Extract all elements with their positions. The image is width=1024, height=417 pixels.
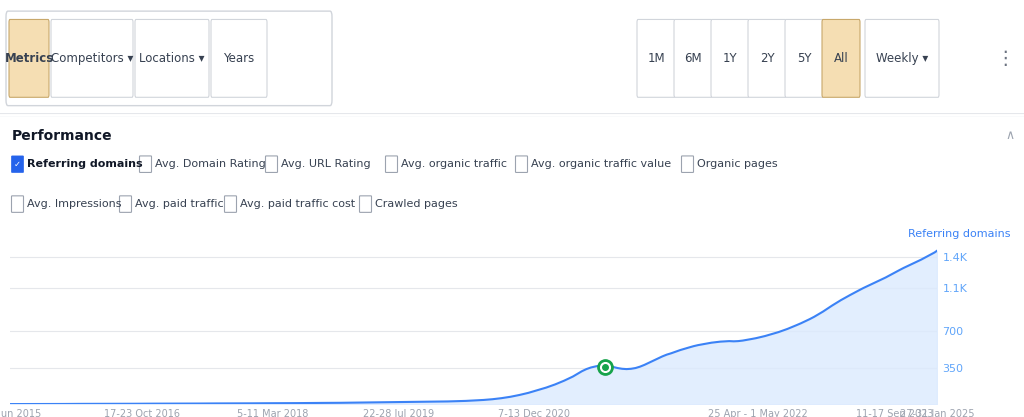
FancyBboxPatch shape: [211, 20, 267, 97]
FancyBboxPatch shape: [385, 156, 397, 173]
FancyBboxPatch shape: [359, 196, 372, 212]
Text: Avg. paid traffic cost: Avg. paid traffic cost: [240, 199, 355, 209]
Text: Organic pages: Organic pages: [697, 159, 777, 169]
Text: Avg. organic traffic: Avg. organic traffic: [401, 159, 507, 169]
FancyBboxPatch shape: [139, 156, 152, 173]
Text: Referring domains: Referring domains: [907, 229, 1010, 239]
Text: Performance: Performance: [12, 129, 113, 143]
Text: Metrics: Metrics: [4, 52, 53, 65]
FancyBboxPatch shape: [682, 156, 693, 173]
Text: ⋮: ⋮: [995, 49, 1015, 68]
FancyBboxPatch shape: [785, 20, 823, 97]
Text: Avg. URL Rating: Avg. URL Rating: [281, 159, 371, 169]
FancyBboxPatch shape: [822, 20, 860, 97]
Text: 1Y: 1Y: [723, 52, 737, 65]
FancyBboxPatch shape: [9, 20, 49, 97]
Text: Referring domains: Referring domains: [27, 159, 142, 169]
FancyBboxPatch shape: [6, 11, 332, 106]
Text: Avg. organic traffic value: Avg. organic traffic value: [531, 159, 671, 169]
FancyBboxPatch shape: [515, 156, 527, 173]
FancyBboxPatch shape: [51, 20, 133, 97]
Text: Avg. paid traffic: Avg. paid traffic: [135, 199, 223, 209]
Text: All: All: [834, 52, 848, 65]
Text: Weekly ▾: Weekly ▾: [876, 52, 928, 65]
FancyBboxPatch shape: [711, 20, 749, 97]
Text: ∧: ∧: [1006, 129, 1015, 142]
FancyBboxPatch shape: [637, 20, 675, 97]
Text: Avg. Domain Rating: Avg. Domain Rating: [155, 159, 266, 169]
Text: 6M: 6M: [684, 52, 701, 65]
Text: 2Y: 2Y: [760, 52, 774, 65]
FancyBboxPatch shape: [748, 20, 786, 97]
FancyBboxPatch shape: [265, 156, 278, 173]
FancyBboxPatch shape: [120, 196, 131, 212]
Text: Avg. Impressions: Avg. Impressions: [27, 199, 122, 209]
Text: Competitors ▾: Competitors ▾: [51, 52, 133, 65]
FancyBboxPatch shape: [865, 20, 939, 97]
FancyBboxPatch shape: [674, 20, 712, 97]
FancyBboxPatch shape: [135, 20, 209, 97]
Text: 1M: 1M: [647, 52, 665, 65]
Text: ✓: ✓: [14, 160, 22, 169]
Text: Years: Years: [223, 52, 255, 65]
Text: Locations ▾: Locations ▾: [139, 52, 205, 65]
FancyBboxPatch shape: [224, 196, 237, 212]
Text: 5Y: 5Y: [797, 52, 811, 65]
FancyBboxPatch shape: [11, 156, 24, 173]
FancyBboxPatch shape: [11, 196, 24, 212]
Text: Crawled pages: Crawled pages: [375, 199, 458, 209]
